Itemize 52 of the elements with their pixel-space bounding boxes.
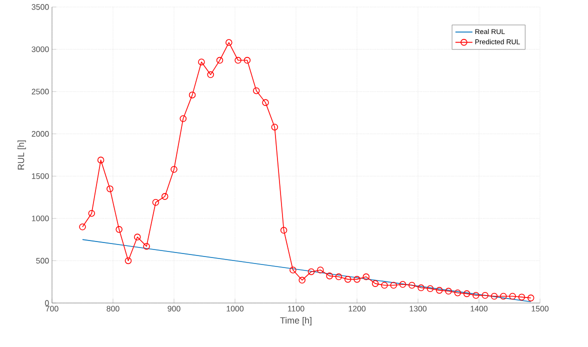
point	[188, 92, 196, 98]
point	[362, 273, 370, 280]
point	[426, 285, 434, 292]
point	[290, 266, 296, 274]
point	[326, 272, 333, 280]
point	[198, 58, 205, 66]
point	[463, 290, 470, 298]
point	[399, 281, 406, 288]
point	[244, 56, 251, 64]
point	[381, 282, 388, 289]
point	[509, 292, 516, 300]
point	[445, 288, 452, 295]
point	[116, 226, 122, 233]
point	[418, 284, 424, 292]
point	[280, 226, 288, 234]
point	[354, 276, 360, 283]
point	[152, 198, 160, 206]
point	[252, 87, 260, 94]
point	[308, 268, 315, 276]
point	[436, 286, 443, 294]
point	[106, 185, 114, 192]
point	[500, 292, 507, 300]
point	[207, 71, 214, 78]
point	[298, 276, 306, 284]
point	[161, 193, 168, 200]
point	[234, 56, 242, 64]
point	[472, 292, 480, 299]
point	[262, 99, 269, 106]
point	[271, 124, 278, 130]
point	[134, 234, 141, 240]
point	[97, 156, 104, 164]
point	[317, 266, 324, 274]
point	[180, 115, 187, 122]
point	[454, 289, 462, 296]
point	[124, 257, 132, 264]
x-axis-title: Time [h]	[280, 317, 312, 326]
point	[408, 282, 416, 289]
y-axis-title: RUL [h]	[18, 140, 26, 170]
point	[79, 224, 86, 230]
point	[344, 276, 352, 283]
point	[143, 242, 150, 250]
point	[527, 294, 534, 302]
point	[372, 280, 379, 287]
point	[482, 292, 488, 299]
point	[390, 282, 397, 289]
point	[335, 273, 342, 280]
point	[518, 294, 526, 300]
point	[490, 292, 498, 300]
point	[216, 56, 224, 64]
point	[170, 166, 178, 173]
point	[226, 39, 232, 46]
point	[88, 210, 96, 217]
